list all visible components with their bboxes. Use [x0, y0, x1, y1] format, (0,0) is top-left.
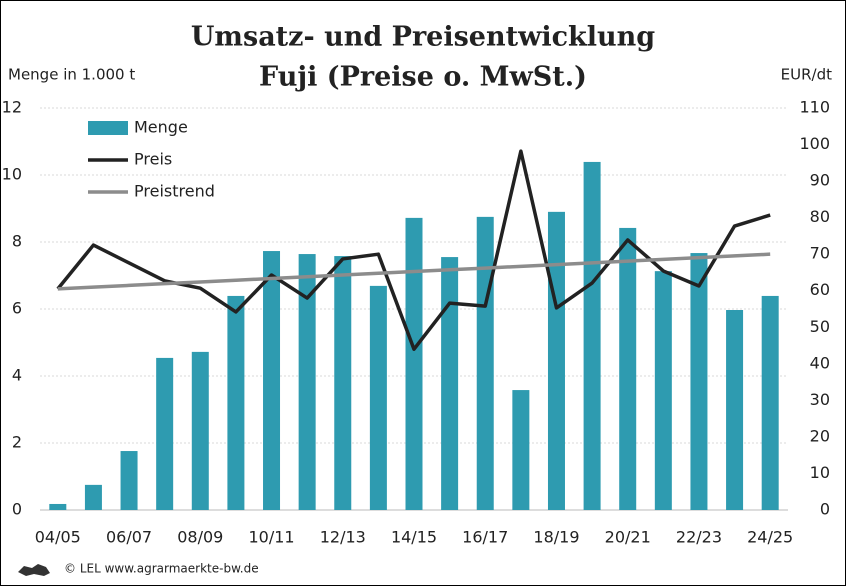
x-tick-label: 18/19 [533, 528, 579, 547]
x-tick-label: 04/05 [35, 528, 81, 547]
y-tick-label: 4 [12, 366, 22, 385]
bar [156, 357, 174, 510]
x-tick-label: 12/13 [320, 528, 366, 547]
bar [298, 254, 316, 510]
y2-tick-label: 80 [810, 207, 830, 226]
y2-tick-label: 70 [810, 244, 830, 263]
bar [619, 227, 637, 510]
y-tick-label: 10 [2, 165, 22, 184]
bar [263, 251, 281, 511]
y2-tick-label: 0 [820, 500, 830, 519]
y2-tick-label: 10 [810, 463, 830, 482]
y2-axis-label: EUR/dt [781, 66, 832, 84]
bar [547, 211, 565, 510]
x-tick-label: 24/25 [747, 528, 793, 547]
x-tick-label: 08/09 [177, 528, 223, 547]
legend-label: Menge [134, 118, 188, 137]
y-axis-label: Menge in 1.000 t [8, 66, 135, 84]
y2-tick-label: 30 [810, 390, 830, 409]
footer: © LEL www.agrarmaerkte-bw.de [64, 562, 259, 576]
legend-label: Preis [134, 150, 172, 169]
bar [690, 253, 708, 510]
x-tick-label: 06/07 [106, 528, 152, 547]
chart-subtitle: Fuji (Preise o. MwSt.) [259, 62, 587, 93]
y2-tick-label: 20 [810, 426, 830, 445]
bar [583, 161, 601, 510]
legend-swatch [88, 121, 128, 135]
bar [369, 285, 387, 510]
bar [476, 216, 494, 510]
bar [191, 351, 209, 510]
bar [654, 271, 672, 510]
bar [227, 295, 245, 510]
bar [726, 310, 744, 510]
bar [761, 295, 779, 510]
bar [84, 484, 102, 510]
bar [49, 503, 67, 510]
y2-tick-label: 100 [799, 134, 830, 153]
y-tick-label: 0 [12, 500, 22, 519]
y-tick-label: 12 [2, 98, 22, 117]
y2-tick-label: 60 [810, 280, 830, 299]
bar [512, 390, 530, 510]
x-tick-label: 16/17 [462, 528, 508, 547]
x-tick-label: 10/11 [248, 528, 294, 547]
bar [441, 257, 459, 510]
chart-title: Umsatz- und Preisentwicklung [191, 22, 655, 53]
bar [405, 217, 423, 510]
legend-label: Preistrend [134, 182, 215, 201]
x-tick-label: 22/23 [676, 528, 722, 547]
y2-tick-label: 90 [810, 171, 830, 190]
logo [18, 564, 50, 576]
y-tick-label: 8 [12, 232, 22, 251]
y-tick-label: 2 [12, 433, 22, 452]
bar [334, 256, 352, 510]
y2-tick-label: 50 [810, 317, 830, 336]
y2-tick-label: 40 [810, 353, 830, 372]
line [57, 252, 771, 291]
x-tick-label: 20/21 [605, 528, 651, 547]
y2-tick-label: 110 [799, 98, 830, 117]
y-tick-label: 6 [12, 299, 22, 318]
bar [120, 451, 138, 510]
x-tick-label: 14/15 [391, 528, 437, 547]
